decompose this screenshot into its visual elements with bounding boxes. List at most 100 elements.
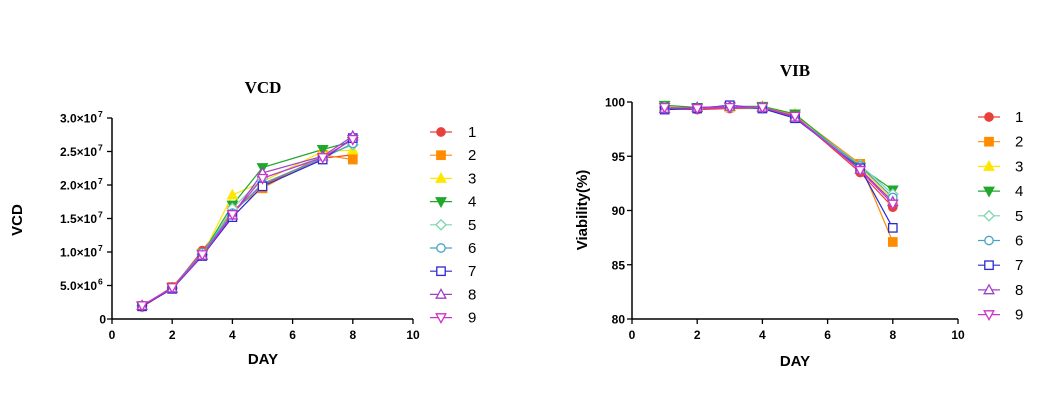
vcd-y-tick-exponent: 7 (98, 243, 103, 253)
vcd-x-axis-label: DAY (248, 351, 278, 368)
vib-series-9-point (789, 111, 801, 123)
vcd-legend-label: 9 (468, 310, 476, 327)
vib-legend-label: 5 (1015, 208, 1023, 225)
vib-legend-marker (983, 283, 995, 295)
vcd-y-tick-exponent: 7 (98, 143, 103, 153)
vib-legend-label: 8 (1015, 282, 1023, 299)
vcd-series-9-point (256, 173, 269, 185)
vcd-x-tick-label: 2 (169, 328, 176, 342)
vcd-legend-marker (435, 313, 447, 324)
vib-legend-label: 4 (1015, 183, 1023, 200)
vcd-series-9-point (196, 250, 209, 262)
vcd-y-tick-label: 1.0×10 (60, 246, 97, 260)
vib-legend-label: 9 (1015, 307, 1023, 324)
vcd-legend-marker (436, 127, 446, 137)
vib-x-tick-label: 8 (889, 328, 896, 342)
vib-y-tick-label: 95 (612, 150, 626, 164)
vcd-legend-label: 5 (468, 217, 476, 234)
vcd-legend-label: 3 (468, 170, 476, 187)
vcd-series-9-point (226, 210, 239, 221)
vcd-series-9-point (136, 301, 149, 312)
vcd-y-axis-label: VCD (9, 204, 26, 236)
vcd-series-3-point (226, 188, 239, 200)
vib-series-4-line (664, 104, 894, 191)
vib-y-tick-label: 90 (612, 204, 626, 218)
vcd-y-tick-label: 2.5×10 (60, 145, 97, 159)
vib-series-9-point (691, 104, 704, 115)
vcd-y-tick-exponent: 7 (98, 176, 103, 186)
vcd-y-tick-label: 3.0×10 (60, 112, 97, 126)
vib-series-9-point (756, 102, 769, 114)
vcd-series-2-point (347, 154, 358, 165)
vcd-series-9-point (316, 153, 329, 164)
vcd-x-tick-label: 4 (229, 328, 236, 342)
vib-legend-marker (984, 260, 994, 271)
vib-x-axis-label: DAY (780, 353, 810, 370)
vib-series-3-line (664, 105, 894, 201)
vcd-legend-label: 6 (468, 240, 476, 257)
vcd-x-tick-label: 6 (289, 328, 296, 342)
vib-series-1-line (664, 107, 894, 208)
vib-legend-label: 6 (1015, 233, 1023, 250)
vcd-legend-label: 4 (468, 194, 476, 211)
vcd-x-tick-label: 10 (406, 328, 420, 342)
vib-legend-label: 1 (1015, 109, 1023, 126)
vib-series-7-point (887, 223, 898, 233)
vib-y-tick-label: 80 (612, 313, 626, 327)
vcd-y-tick-exponent: 7 (98, 109, 103, 119)
vib-series-9-point (658, 102, 671, 114)
vib-x-tick-label: 6 (824, 328, 831, 342)
vib-x-tick-label: 10 (951, 328, 965, 342)
vcd-legend-marker (435, 288, 447, 299)
vcd-series-5-line (141, 144, 354, 307)
vib-legend-marker (983, 160, 995, 171)
vcd-legend-label: 7 (468, 263, 476, 280)
vib-series-9-point (886, 199, 899, 211)
vcd-y-tick-label: 5.0×10 (60, 279, 97, 293)
vcd-y-tick-label: 0 (99, 313, 106, 327)
vib-legend-marker (984, 112, 994, 122)
vib-legend-marker (983, 186, 995, 198)
vcd-legend-marker (435, 218, 447, 231)
vib-series-6-line (664, 106, 894, 198)
vib-series-9-line (664, 106, 894, 205)
vcd-x-tick-label: 0 (109, 328, 116, 342)
vib-y-axis-label: Viability(%) (574, 170, 591, 251)
vib-series-5-line (664, 105, 894, 195)
vib-x-tick-label: 0 (629, 328, 636, 342)
vcd-y-tick-exponent: 7 (98, 210, 103, 220)
vcd-series-9-point (166, 283, 179, 294)
vib-y-tick-label: 100 (605, 96, 625, 110)
vib-series-9-point (854, 165, 867, 177)
vcd-series-4-line (141, 140, 353, 307)
vib-x-tick-label: 2 (694, 328, 701, 342)
vib-series-8-line (664, 105, 894, 203)
vib-chart-title: VIB (780, 61, 810, 80)
vib-legend-label: 3 (1015, 158, 1023, 175)
vcd-legend-label: 2 (468, 147, 476, 164)
vcd-series-6-line (141, 142, 354, 307)
vib-legend-marker (984, 136, 994, 147)
vib-legend-marker (983, 310, 995, 321)
vib-legend-marker (984, 235, 994, 246)
vcd-y-tick-exponent: 6 (98, 277, 103, 287)
vib-legend-marker (983, 209, 995, 222)
vib-legend-label: 2 (1015, 134, 1023, 151)
vcd-legend-marker (436, 243, 446, 253)
vib-series-9-point (723, 102, 736, 114)
vcd-legend-marker (435, 172, 447, 183)
vib-chart: VIB DAY Viability(%) 0 2 4 6 8 10808590951001… (574, 61, 1023, 370)
vcd-x-tick-label: 8 (349, 328, 356, 342)
vcd-y-tick-label: 1.5×10 (60, 212, 97, 226)
vib-legend-label: 7 (1015, 257, 1023, 274)
vcd-legend-label: 8 (468, 286, 476, 303)
vib-series-2-point (887, 237, 898, 247)
vib-y-tick-label: 85 (612, 258, 626, 272)
vcd-y-tick-label: 2.0×10 (60, 179, 97, 193)
vcd-legend-marker (436, 150, 446, 161)
vcd-legend-marker (436, 266, 446, 277)
vcd-legend-marker (435, 197, 447, 208)
